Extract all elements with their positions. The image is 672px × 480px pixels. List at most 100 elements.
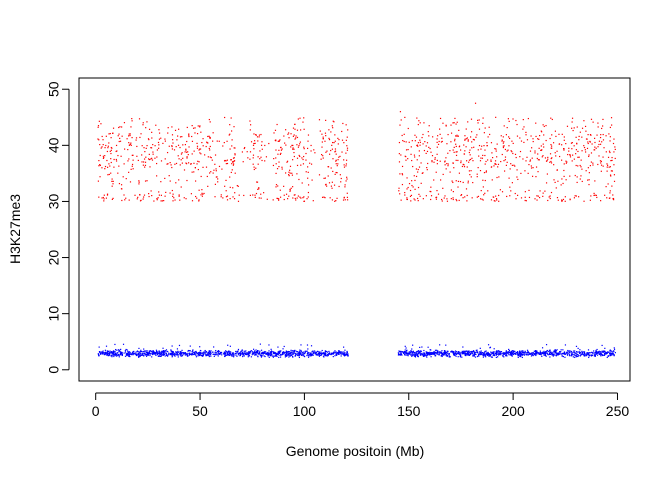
data-point bbox=[257, 352, 259, 354]
data-point bbox=[108, 142, 110, 144]
data-point bbox=[250, 356, 252, 358]
data-point bbox=[163, 350, 165, 353]
data-point bbox=[191, 125, 193, 127]
data-point bbox=[230, 159, 233, 161]
data-point bbox=[540, 351, 542, 354]
data-point bbox=[582, 352, 584, 354]
data-point bbox=[502, 354, 504, 356]
data-point bbox=[295, 199, 297, 201]
data-point bbox=[337, 163, 339, 165]
data-point bbox=[586, 353, 588, 355]
data-point bbox=[208, 118, 210, 121]
data-point bbox=[296, 197, 298, 199]
data-point bbox=[295, 137, 297, 139]
data-point bbox=[329, 197, 331, 199]
data-point bbox=[605, 135, 607, 137]
data-point bbox=[264, 160, 266, 162]
data-point bbox=[407, 148, 409, 151]
data-point bbox=[158, 352, 160, 355]
data-point bbox=[592, 351, 594, 354]
data-point bbox=[534, 352, 537, 354]
data-point bbox=[474, 353, 476, 355]
data-point bbox=[435, 196, 438, 198]
data-point bbox=[174, 129, 177, 131]
data-point bbox=[606, 163, 608, 165]
data-point bbox=[587, 352, 589, 354]
data-point bbox=[201, 192, 203, 194]
data-point bbox=[613, 180, 616, 182]
data-point bbox=[164, 355, 166, 357]
data-point bbox=[273, 352, 275, 355]
data-point bbox=[342, 199, 345, 201]
data-point bbox=[511, 140, 513, 142]
data-point bbox=[429, 190, 431, 193]
data-point bbox=[344, 349, 346, 351]
data-point bbox=[412, 165, 414, 168]
data-point bbox=[307, 177, 309, 179]
data-point bbox=[202, 352, 204, 354]
data-point bbox=[117, 154, 119, 157]
data-point bbox=[472, 351, 474, 353]
data-point bbox=[430, 151, 432, 153]
data-point bbox=[469, 353, 471, 355]
data-point bbox=[398, 190, 400, 192]
data-point bbox=[268, 350, 270, 352]
data-point bbox=[540, 354, 542, 356]
data-point bbox=[299, 351, 301, 353]
y-tick-label: 40 bbox=[46, 137, 62, 153]
data-point bbox=[446, 162, 448, 165]
data-point bbox=[132, 351, 134, 353]
data-point bbox=[105, 144, 107, 147]
data-point bbox=[418, 120, 420, 122]
data-point bbox=[343, 355, 346, 357]
data-point bbox=[573, 197, 576, 199]
data-point bbox=[450, 124, 452, 126]
data-point bbox=[575, 353, 577, 355]
data-point bbox=[283, 352, 285, 354]
data-point bbox=[264, 144, 266, 147]
data-point bbox=[482, 353, 485, 355]
data-point bbox=[441, 200, 443, 202]
data-point bbox=[537, 351, 539, 354]
data-point bbox=[127, 352, 129, 354]
data-point bbox=[482, 199, 484, 201]
data-point bbox=[317, 352, 320, 355]
data-point bbox=[130, 144, 132, 146]
data-point bbox=[411, 159, 413, 162]
data-point bbox=[485, 160, 487, 163]
data-point bbox=[256, 352, 259, 354]
data-point bbox=[276, 197, 278, 199]
data-point bbox=[119, 353, 122, 356]
data-point bbox=[125, 178, 127, 180]
data-point bbox=[484, 351, 486, 353]
data-point bbox=[244, 352, 246, 354]
data-point bbox=[510, 150, 512, 152]
data-point bbox=[302, 353, 305, 355]
data-point bbox=[613, 138, 615, 140]
data-point bbox=[436, 349, 438, 351]
data-point bbox=[498, 354, 500, 356]
data-point bbox=[336, 197, 338, 199]
data-point bbox=[519, 353, 521, 355]
data-point bbox=[496, 199, 498, 201]
data-point bbox=[277, 197, 279, 200]
data-point bbox=[407, 186, 409, 189]
data-point bbox=[599, 136, 602, 139]
data-point bbox=[563, 149, 565, 151]
data-point bbox=[544, 353, 547, 355]
data-point bbox=[247, 356, 249, 358]
data-point bbox=[105, 345, 108, 347]
data-point bbox=[200, 153, 202, 155]
data-point bbox=[466, 353, 468, 355]
data-point bbox=[444, 353, 446, 355]
data-point bbox=[515, 156, 517, 159]
data-point bbox=[302, 197, 304, 199]
data-point bbox=[294, 352, 296, 355]
data-point bbox=[325, 119, 327, 121]
data-point bbox=[428, 354, 430, 356]
data-point bbox=[247, 157, 249, 159]
data-point bbox=[249, 158, 251, 160]
data-point bbox=[282, 353, 284, 355]
data-point bbox=[243, 350, 245, 352]
data-point bbox=[102, 144, 104, 146]
